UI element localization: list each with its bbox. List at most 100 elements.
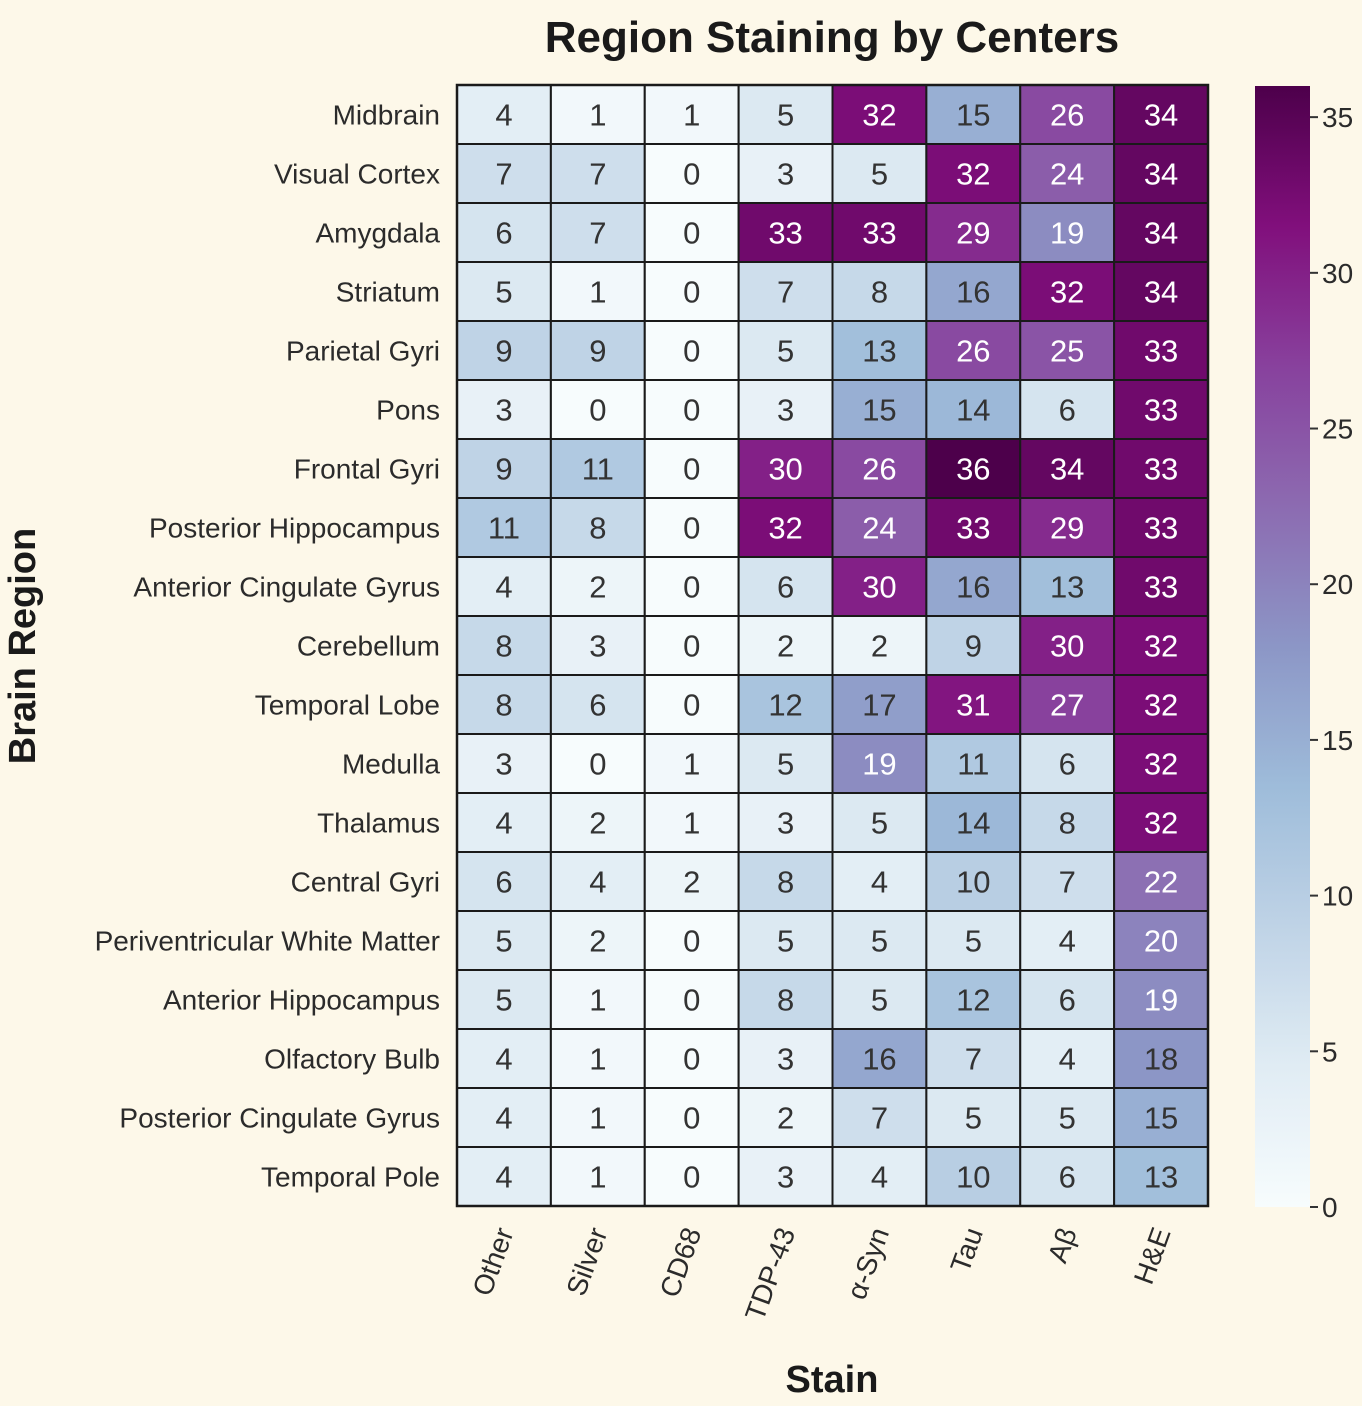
heatmap-cell [1019, 438, 1116, 499]
cell-value-label: 20 [1144, 924, 1178, 959]
cell-value-label: 16 [862, 1042, 896, 1077]
cell-value-label: 4 [495, 1042, 512, 1077]
column-tick-label: TDP-43 [739, 1223, 801, 1324]
cell-value-label: 7 [495, 157, 512, 192]
heatmap-cell [549, 202, 646, 263]
cell-value-label: 32 [1144, 629, 1178, 664]
row-tick-label: Cerebellum [297, 631, 440, 662]
cell-value-label: 0 [683, 924, 700, 959]
heatmap-cell [549, 615, 646, 676]
cell-value-label: 4 [871, 1160, 888, 1195]
heatmap-cell [643, 910, 740, 971]
cell-value-label: 0 [683, 983, 700, 1018]
cell-value-label: 5 [777, 747, 794, 782]
heatmap-cell [1113, 792, 1209, 853]
colorbar-tick-label: 15 [1322, 725, 1353, 756]
heatmap-cell [643, 851, 740, 912]
heatmap-cell [925, 615, 1022, 676]
cell-value-label: 33 [1144, 570, 1178, 605]
heatmap-cell [925, 851, 1022, 912]
cell-value-label: 8 [777, 865, 794, 900]
heatmap-cell [643, 969, 740, 1030]
cell-value-label: 5 [495, 983, 512, 1018]
heatmap-cell [643, 202, 740, 263]
heatmap-cell [925, 969, 1022, 1030]
cell-value-label: 34 [1050, 452, 1084, 487]
cell-value-label: 4 [589, 865, 606, 900]
heatmap-cell [737, 261, 834, 322]
cell-value-label: 8 [589, 511, 606, 546]
cell-value-label: 13 [862, 334, 896, 369]
heatmap-cell [831, 556, 928, 617]
cell-value-label: 1 [683, 806, 700, 841]
heatmap-cell [1019, 910, 1116, 971]
heatmap-cell [1113, 497, 1209, 558]
cell-value-label: 0 [683, 452, 700, 487]
cell-value-label: 13 [1050, 570, 1084, 605]
colorbar-tick-label: 5 [1322, 1036, 1338, 1067]
cell-value-label: 15 [1144, 1101, 1178, 1136]
heatmap-cell [549, 84, 646, 145]
cell-value-label: 34 [1144, 157, 1178, 192]
row-tick-label: Amygdala [315, 218, 440, 249]
heatmap-cell [925, 1028, 1022, 1089]
cell-value-label: 6 [1059, 747, 1076, 782]
cell-value-label: 14 [956, 393, 990, 428]
heatmap-cell [456, 1028, 552, 1089]
cell-value-label: 33 [1144, 511, 1178, 546]
cell-value-label: 19 [1144, 983, 1178, 1018]
row-tick-label: Temporal Lobe [255, 690, 440, 721]
heatmap-cell [456, 1146, 552, 1207]
cell-value-label: 2 [777, 629, 794, 664]
colorbar-tick-label: 25 [1322, 414, 1353, 445]
cell-value-label: 11 [488, 511, 520, 546]
cell-value-label: 34 [1144, 275, 1178, 310]
cell-value-label: 33 [862, 216, 896, 251]
cell-value-label: 18 [1144, 1042, 1178, 1077]
column-tick-label: Other [466, 1223, 519, 1299]
cell-value-label: 12 [956, 983, 990, 1018]
heatmap-cell [737, 143, 834, 204]
cell-value-label: 5 [965, 1101, 982, 1136]
cell-value-label: 24 [1050, 157, 1084, 192]
heatmap-cell [737, 910, 834, 971]
heatmap-cell [1019, 1146, 1116, 1207]
cell-value-label: 30 [1050, 629, 1084, 664]
cell-value-label: 9 [495, 334, 512, 369]
cell-value-label: 0 [683, 157, 700, 192]
heatmap-cell [831, 438, 928, 499]
cell-value-label: 0 [683, 511, 700, 546]
cell-value-label: 7 [871, 1101, 888, 1136]
cell-value-label: 32 [862, 98, 896, 133]
cell-value-label: 32 [1144, 688, 1178, 723]
heatmap-cell [549, 438, 646, 499]
heatmap-cell [549, 143, 646, 204]
cell-value-label: 30 [768, 452, 802, 487]
column-labels: Other Silver CD68 TDP-43 α-Syn Tau Aβ H&E [466, 1223, 1176, 1324]
colorbar-tick-label: 20 [1322, 569, 1353, 600]
cell-value-label: 1 [589, 983, 606, 1018]
cell-value-label: 1 [683, 747, 700, 782]
cell-value-label: 22 [1144, 865, 1178, 900]
heatmap-cell [1113, 84, 1209, 145]
heatmap-cell [925, 379, 1022, 440]
heatmap-cell [831, 261, 928, 322]
row-tick-label: Central Gyri [291, 867, 440, 898]
column-tick-label: Silver [560, 1223, 613, 1299]
cell-value-label: 6 [777, 570, 794, 605]
cell-value-label: 7 [1059, 865, 1076, 900]
column-tick-label: Tau [944, 1223, 989, 1276]
heatmap-cell [737, 1146, 834, 1207]
cell-value-label: 5 [777, 924, 794, 959]
colorbar-tick-label: 35 [1322, 102, 1353, 133]
heatmap-cell [549, 969, 646, 1030]
cell-value-label: 5 [871, 806, 888, 841]
cell-value-label: 0 [683, 688, 700, 723]
cell-value-label: 8 [871, 275, 888, 310]
cell-value-label: 4 [495, 1101, 512, 1136]
cell-value-label: 5 [1059, 1101, 1076, 1136]
heatmap-cell [1019, 733, 1116, 794]
row-labels: Midbrain Visual Cortex Amygdala Striatum Par… [95, 100, 441, 1193]
cell-value-label: 2 [589, 924, 606, 959]
